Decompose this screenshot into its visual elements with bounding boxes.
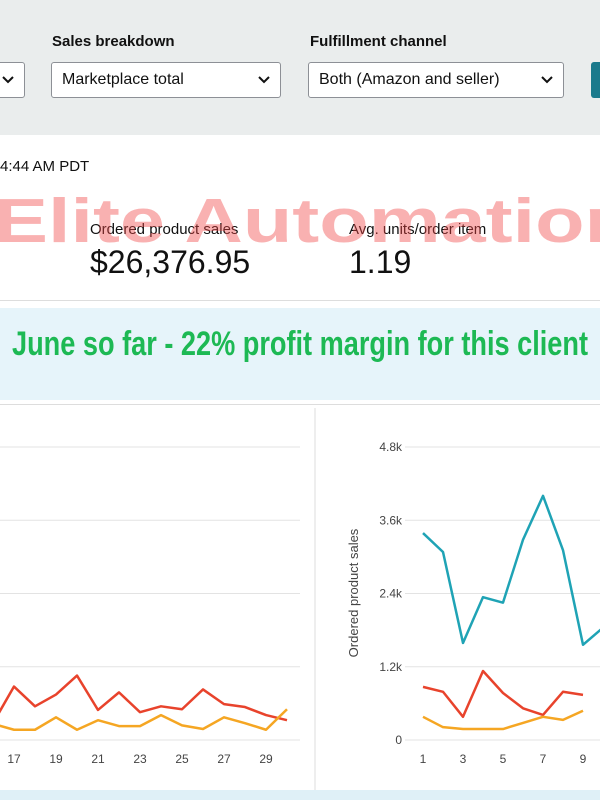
x-tick-label: 27: [217, 752, 231, 766]
metric-label: Avg. units/order item: [349, 221, 487, 238]
chevron: [2, 76, 14, 84]
y-tick-label: 4.8k: [379, 440, 403, 454]
banner-svg: June so far - 22% profit margin for this…: [12, 325, 588, 363]
filter-label: Sales breakdown: [52, 33, 175, 50]
watermark: Elite Automation: [0, 187, 600, 256]
banner-text: June so far - 22% profit margin for this…: [12, 325, 588, 363]
x-tick-label: 7: [540, 752, 547, 766]
x-tick-label: 3: [460, 752, 467, 766]
metric-label: Ordered product sales: [90, 221, 239, 238]
watermark-layer: Elite Automation: [0, 187, 600, 256]
x-tick-label: 1: [420, 752, 427, 766]
x-tick-label: 5: [500, 752, 507, 766]
dropdown-value: Marketplace total: [62, 71, 184, 88]
x-tick-label: 25: [175, 752, 189, 766]
footer-strip: [0, 790, 600, 800]
metric-value: $26,376.95: [90, 244, 251, 280]
y-axis-label: Ordered product sales: [346, 528, 361, 657]
line-series: [422, 494, 600, 647]
line-series: [0, 708, 288, 731]
y-tick-label: 2.4k: [379, 587, 403, 601]
x-tick-label: 21: [91, 752, 105, 766]
y-tick-label: 3.6k: [379, 513, 403, 527]
line-series: [0, 674, 288, 722]
dropdown-value: Both (Amazon and seller): [319, 71, 500, 88]
y-tick-label: 0: [395, 733, 402, 747]
apply-button[interactable]: [591, 62, 600, 98]
timestamp: 4:44 AM PDT: [0, 158, 90, 175]
line-series: [422, 669, 584, 719]
banner: June so far - 22% profit margin for this…: [0, 308, 600, 400]
separator: [0, 300, 600, 301]
x-tick-label: 29: [259, 752, 273, 766]
filter-label: Fulfillment channel: [310, 33, 447, 50]
dropdown[interactable]: [0, 62, 25, 98]
chevron: [541, 76, 553, 84]
dropdown[interactable]: Marketplace total: [51, 62, 281, 98]
chart-panel: [0, 404, 600, 791]
x-tick-label: 17: [7, 752, 21, 766]
x-tick-label: 9: [580, 752, 587, 766]
chevron: [258, 76, 270, 84]
filter-bar: Sales breakdown Marketplace total Fulfil…: [0, 0, 600, 135]
line-series: [422, 709, 584, 731]
y-tick-label: 1.2k: [379, 660, 403, 674]
dropdown[interactable]: Both (Amazon and seller): [308, 62, 564, 98]
x-tick-label: 23: [133, 752, 147, 766]
metric-value: 1.19: [349, 244, 412, 280]
x-tick-label: 19: [49, 752, 63, 766]
